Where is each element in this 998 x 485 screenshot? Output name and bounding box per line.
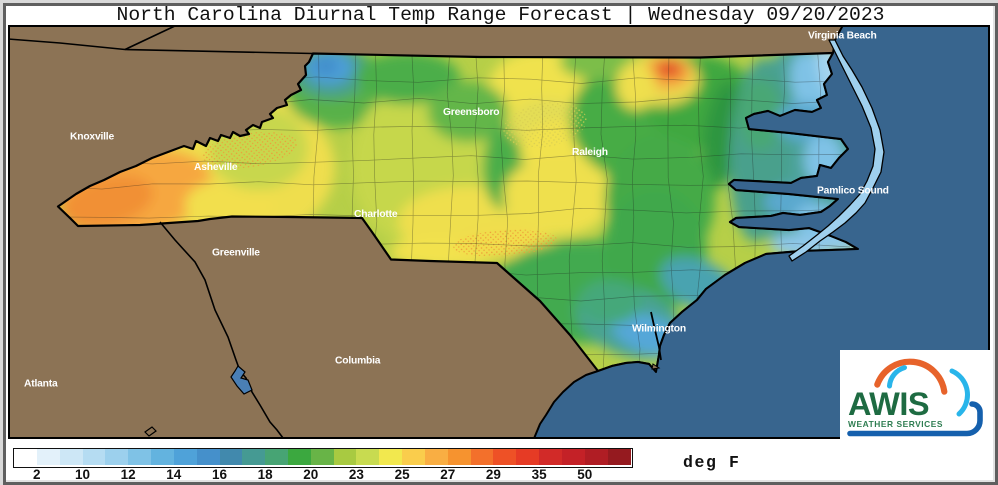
svg-text:Greensboro: Greensboro bbox=[443, 107, 499, 118]
svg-text:Greenville: Greenville bbox=[212, 248, 260, 259]
svg-text:Wilmington: Wilmington bbox=[632, 324, 686, 335]
svg-text:Atlanta: Atlanta bbox=[24, 379, 58, 390]
svg-text:Knoxville: Knoxville bbox=[70, 132, 114, 143]
svg-text:Virginia Beach: Virginia Beach bbox=[808, 31, 877, 42]
svg-text:Charlotte: Charlotte bbox=[354, 209, 398, 220]
svg-text:AWIS: AWIS bbox=[848, 386, 929, 422]
svg-text:Columbia: Columbia bbox=[335, 356, 381, 367]
svg-text:Pamlico Sound: Pamlico Sound bbox=[817, 186, 889, 197]
svg-text:Raleigh: Raleigh bbox=[572, 147, 608, 158]
svg-text:Asheville: Asheville bbox=[194, 162, 238, 173]
svg-text:WEATHER SERVICES: WEATHER SERVICES bbox=[848, 419, 943, 429]
